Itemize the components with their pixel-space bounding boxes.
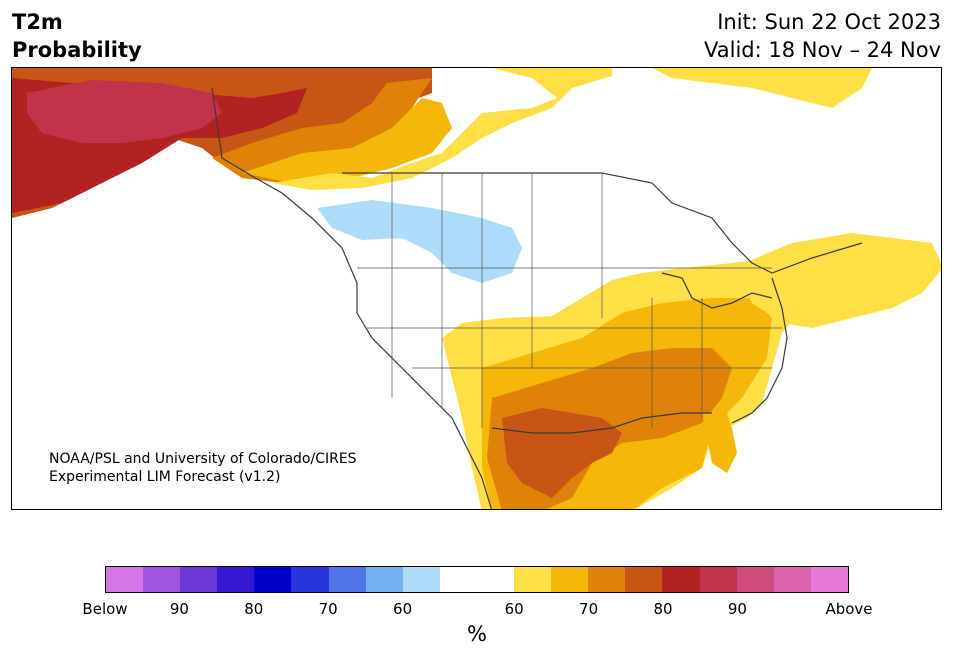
title-block: T2m Probability bbox=[12, 8, 142, 64]
colorbar-cell bbox=[514, 567, 552, 592]
map-panel bbox=[11, 67, 942, 510]
colorbar-cell bbox=[328, 567, 366, 592]
colorbar-tick-label: 70 bbox=[579, 600, 599, 618]
colorbar-cell bbox=[476, 567, 515, 592]
valid-range: Valid: 18 Nov – 24 Nov bbox=[704, 38, 941, 62]
canada-band-65 bbox=[242, 98, 452, 183]
init-date: Init: Sun 22 Oct 2023 bbox=[717, 10, 941, 34]
florida bbox=[702, 413, 737, 473]
colorbar-tick-label: Above bbox=[825, 600, 873, 618]
us-canada-border bbox=[342, 172, 863, 274]
colorbar-tick-label: 60 bbox=[504, 600, 524, 618]
colorbar-cell bbox=[254, 567, 292, 592]
canada-band-70 bbox=[212, 78, 432, 183]
coastline-west bbox=[251, 175, 493, 509]
cold-region bbox=[317, 200, 522, 283]
credit-text: NOAA/PSL and University of Colorado/CIRE… bbox=[49, 450, 357, 486]
colorbar-tick-label: Below bbox=[82, 600, 128, 618]
colorbar-tick-label: 80 bbox=[653, 600, 673, 618]
colorbar-cell bbox=[773, 567, 811, 592]
colorbar-cell bbox=[143, 567, 181, 592]
credit-line-1: NOAA/PSL and University of Colorado/CIRE… bbox=[49, 451, 357, 467]
colorbar-cell bbox=[217, 567, 255, 592]
colorbar-unit: % bbox=[467, 622, 487, 646]
colorbar-cell bbox=[106, 567, 144, 592]
product-title: Probability bbox=[12, 38, 142, 62]
colorbar-cell bbox=[810, 567, 848, 592]
gulf-coast bbox=[491, 412, 712, 434]
colorbar-cell bbox=[625, 567, 663, 592]
colorbar-cell bbox=[402, 567, 440, 592]
colorbar-tick-label: 60 bbox=[393, 600, 413, 618]
east-coast bbox=[731, 277, 788, 424]
forecast-map bbox=[12, 68, 941, 509]
boundaries bbox=[211, 87, 863, 509]
date-block: Init: Sun 22 Oct 2023 Valid: 18 Nov – 24… bbox=[704, 8, 941, 64]
colorbar-tick-label: 70 bbox=[318, 600, 338, 618]
colorbar-tick-label: 90 bbox=[727, 600, 747, 618]
colorbar-cell bbox=[662, 567, 700, 592]
variable-title: T2m bbox=[12, 10, 63, 34]
colorbar bbox=[105, 566, 849, 593]
northeast-60 bbox=[732, 233, 941, 328]
canada-band-60 bbox=[272, 68, 612, 190]
state-lines bbox=[357, 173, 782, 428]
colorbar-cell bbox=[699, 567, 737, 592]
colorbar-tick-label: 90 bbox=[169, 600, 189, 618]
colorbar-tick-label: 80 bbox=[244, 600, 264, 618]
colorbar-cell bbox=[365, 567, 403, 592]
alaska-border bbox=[211, 87, 253, 177]
colorbar-cell bbox=[439, 567, 477, 592]
great-lakes bbox=[661, 272, 773, 309]
alaska-core-85 bbox=[27, 80, 222, 143]
credit-line-2: Experimental LIM Forecast (v1.2) bbox=[49, 469, 281, 485]
colorbar-cell bbox=[736, 567, 774, 592]
colorbar-cell bbox=[180, 567, 218, 592]
colorbar-cell bbox=[551, 567, 589, 592]
colorbar-cell bbox=[588, 567, 626, 592]
canada-northeast-60 bbox=[652, 68, 872, 108]
colorbar-cell bbox=[291, 567, 329, 592]
